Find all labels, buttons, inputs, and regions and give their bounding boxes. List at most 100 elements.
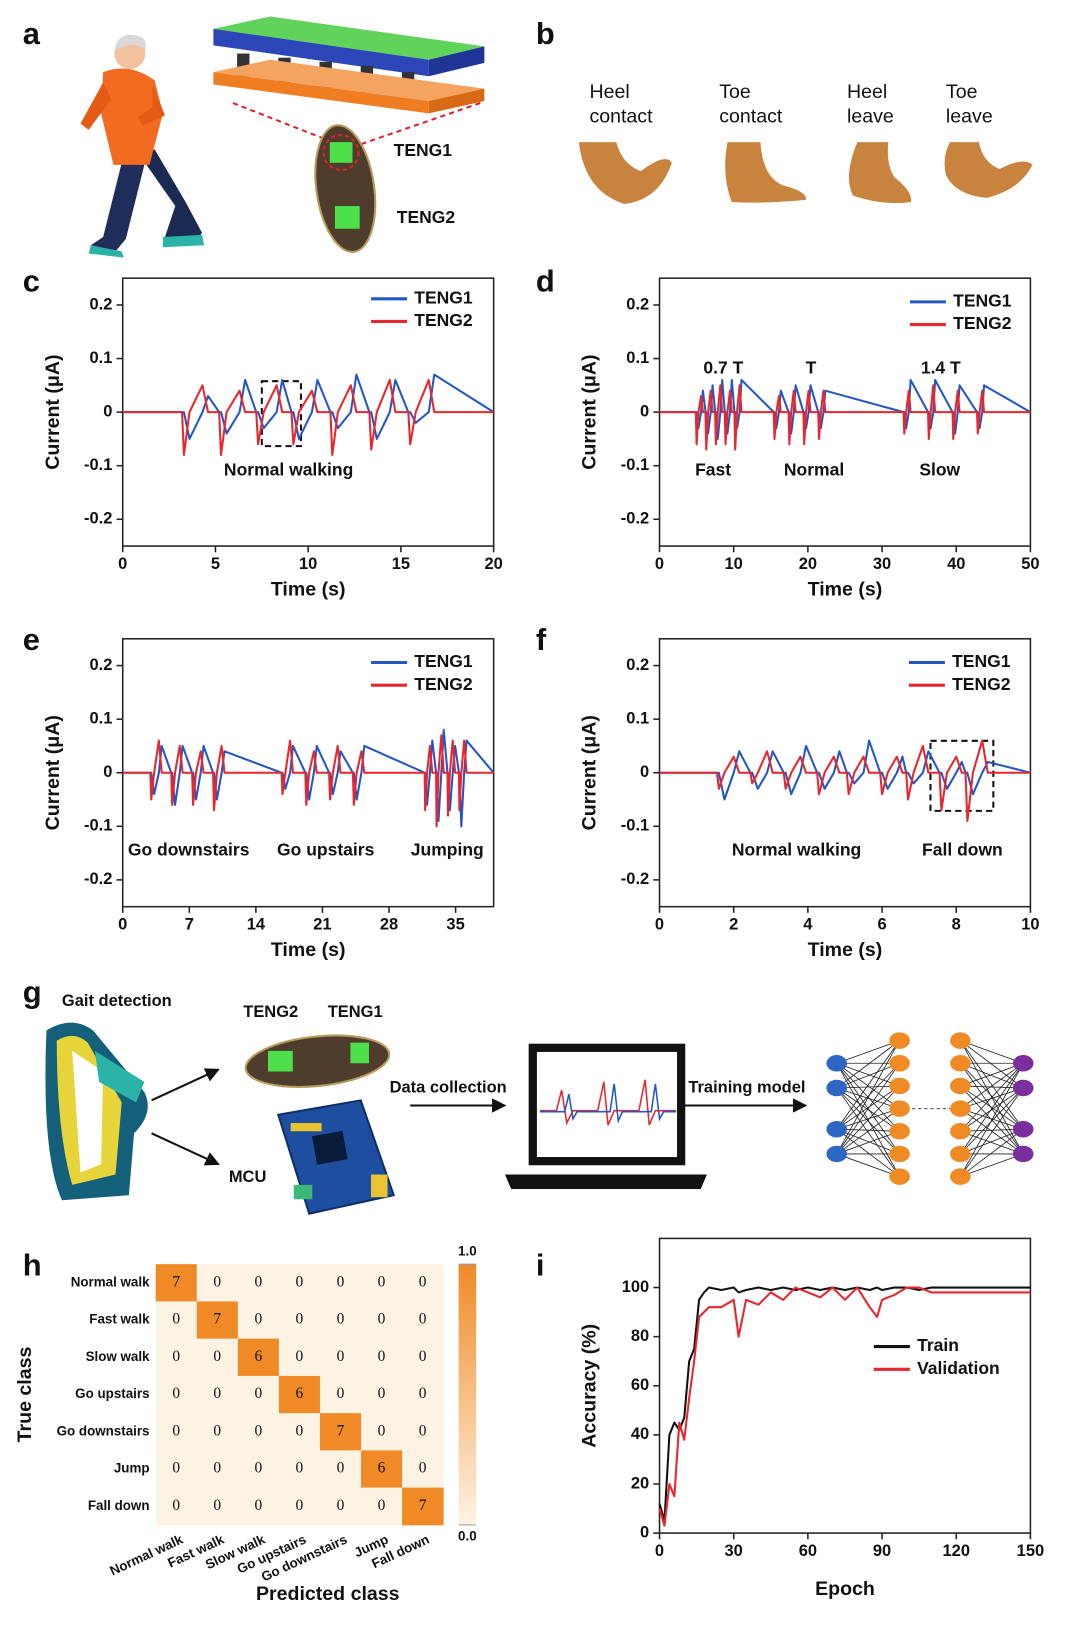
x-tick-label: 10 [725, 555, 743, 573]
shoe [45, 1022, 148, 1201]
cell-label: 0 [213, 1422, 221, 1439]
panel-label: h [23, 1247, 42, 1282]
heatmap-cell [361, 1450, 403, 1489]
nn-edge [960, 1153, 1024, 1177]
heatmap-cell [402, 1413, 444, 1451]
nn-edge [836, 1040, 900, 1064]
heatmap-cell [155, 1264, 198, 1302]
nn-node [950, 1077, 971, 1095]
y-tick-label: 0.1 [626, 349, 649, 367]
x-tick-label: 10 [299, 555, 317, 573]
y-tick-label: 0.1 [90, 349, 113, 367]
heatmap-cell [278, 1301, 321, 1340]
nn-node [889, 1100, 910, 1117]
gait-phase: Toe [946, 81, 978, 103]
nn-node [826, 1120, 848, 1138]
nn-edge [960, 1085, 1024, 1130]
x-tick-label: 5 [211, 555, 220, 573]
y-tick-label: 40 [631, 1425, 649, 1443]
panel-label: g [23, 974, 42, 1009]
cell-label: 0 [419, 1311, 427, 1328]
x-tick-label: 21 [313, 916, 331, 934]
y-tick-label: 80 [631, 1327, 649, 1345]
cell-label: 0 [419, 1460, 427, 1477]
nn-node [889, 1145, 910, 1163]
legend-label: TENG1 [414, 287, 473, 307]
nn-node [950, 1145, 971, 1163]
nn-node [826, 1079, 848, 1097]
x-tick-label: 8 [952, 916, 961, 934]
cell-label: 0 [419, 1273, 427, 1290]
y-tick-label: 0.2 [90, 295, 113, 313]
heatmap-cell [361, 1487, 403, 1526]
panel-label: d [536, 263, 555, 298]
y-axis-label: Current (μA) [579, 715, 601, 830]
cell-label: 0 [296, 1460, 304, 1477]
device-label: TENG2 [397, 207, 456, 227]
x-tick-label: 90 [873, 1542, 891, 1560]
nn-edge [836, 1040, 900, 1155]
y-tick-label: 100 [622, 1278, 649, 1296]
annotation: T [806, 357, 817, 377]
legend-label: TENG1 [952, 651, 1011, 671]
heatmap-cell [196, 1413, 239, 1451]
cell-label: 0 [419, 1348, 427, 1365]
nn-edge [960, 1063, 1024, 1155]
cell-label: 0 [337, 1273, 345, 1290]
walker [80, 34, 205, 258]
heatmap-cell [361, 1413, 403, 1451]
heatmap-cell [196, 1450, 239, 1489]
nn-edge [960, 1062, 1024, 1132]
highlight-box [929, 739, 995, 812]
nn-edge [836, 1062, 900, 1089]
y-tick-label: 0.2 [626, 656, 649, 674]
nn-edge [836, 1128, 900, 1155]
nn-edge [836, 1085, 900, 1089]
row-label: Go downstairs [57, 1423, 150, 1438]
cell-label: 0 [254, 1311, 262, 1328]
heatmap-cell [278, 1338, 321, 1377]
cell-label: 6 [296, 1385, 304, 1402]
cell-label: 7 [213, 1311, 221, 1328]
nn-edge [960, 1128, 1024, 1132]
heatmap-cell [196, 1264, 239, 1302]
nn-edge [960, 1087, 1024, 1132]
nn-edge [836, 1040, 900, 1130]
heatmap-cell [319, 1450, 362, 1489]
heatmap-cell [196, 1338, 239, 1377]
x-tick-label: 60 [799, 1542, 817, 1560]
x-tick-label: 50 [1021, 555, 1039, 573]
cell-label: 0 [296, 1497, 304, 1514]
y-tick-label: -0.1 [621, 456, 649, 474]
x-tick-label: 4 [803, 916, 813, 934]
cell-label: 0 [337, 1348, 345, 1365]
cell-label: 0 [378, 1497, 386, 1514]
annotation: 1.4 T [921, 357, 961, 377]
x-axis-label: Time (s) [808, 939, 883, 961]
heatmap-cell [237, 1338, 280, 1377]
nn-edge [836, 1062, 900, 1109]
nn-edge [960, 1108, 1024, 1155]
x-axis-label: Epoch [815, 1578, 875, 1600]
nn-edge [836, 1062, 900, 1087]
cell-label: 0 [296, 1311, 304, 1328]
heatmap-cell [402, 1487, 444, 1526]
nn-edge [960, 1087, 1024, 1109]
cell-label: 0 [378, 1385, 386, 1402]
cell-label: 6 [378, 1460, 386, 1477]
nn-node [826, 1145, 848, 1163]
sensor-label: TENG1 [328, 1003, 383, 1021]
x-tick-label: 10 [1021, 916, 1039, 934]
nn-node [950, 1123, 971, 1140]
nn-edge [960, 1128, 1024, 1177]
nn-node [950, 1100, 971, 1117]
annotation: Slow [919, 459, 960, 479]
nn-edge [960, 1062, 1024, 1130]
x-tick-label: 0 [655, 555, 664, 573]
neural-network [826, 1032, 1034, 1185]
y-tick-label: -0.2 [84, 870, 112, 888]
annotation: Fast [695, 459, 731, 479]
nn-node [889, 1123, 910, 1140]
y-tick-label: -0.1 [84, 817, 112, 835]
heatmap-cell [361, 1264, 403, 1302]
